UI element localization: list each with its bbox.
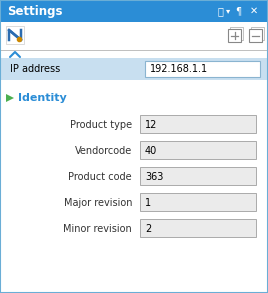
Text: IP address: IP address [10,64,60,74]
Text: Product type: Product type [70,120,132,130]
Text: 2: 2 [145,224,151,234]
Text: Vendorcode: Vendorcode [75,146,132,156]
FancyBboxPatch shape [140,193,256,211]
Bar [251,27,264,40]
FancyBboxPatch shape [140,219,256,237]
FancyBboxPatch shape [140,141,256,159]
Bar [228,29,241,42]
FancyBboxPatch shape [145,61,260,77]
Bar [0,0,268,22]
Bar [249,29,262,42]
Text: 🔍: 🔍 [217,6,223,16]
Text: ✕: ✕ [250,6,258,16]
Text: Identity: Identity [18,93,67,103]
Bar [0,50,268,51]
Polygon shape [6,94,14,102]
Text: 363: 363 [145,172,163,182]
Text: Major revision: Major revision [64,198,132,208]
Text: Settings: Settings [7,4,62,18]
Text: Minor revision: Minor revision [63,224,132,234]
Bar [0,58,268,80]
FancyBboxPatch shape [140,167,256,185]
FancyBboxPatch shape [140,115,256,133]
Bar [230,27,243,40]
Text: 40: 40 [145,146,157,156]
Bar [0,80,268,293]
Text: 1: 1 [145,198,151,208]
Text: 192.168.1.1: 192.168.1.1 [150,64,208,74]
Text: Product code: Product code [68,172,132,182]
Text: ▾: ▾ [226,6,230,16]
Text: 12: 12 [145,120,157,130]
Bar [6,26,24,44]
Bar [0,22,268,50]
Text: ¶: ¶ [235,6,241,16]
